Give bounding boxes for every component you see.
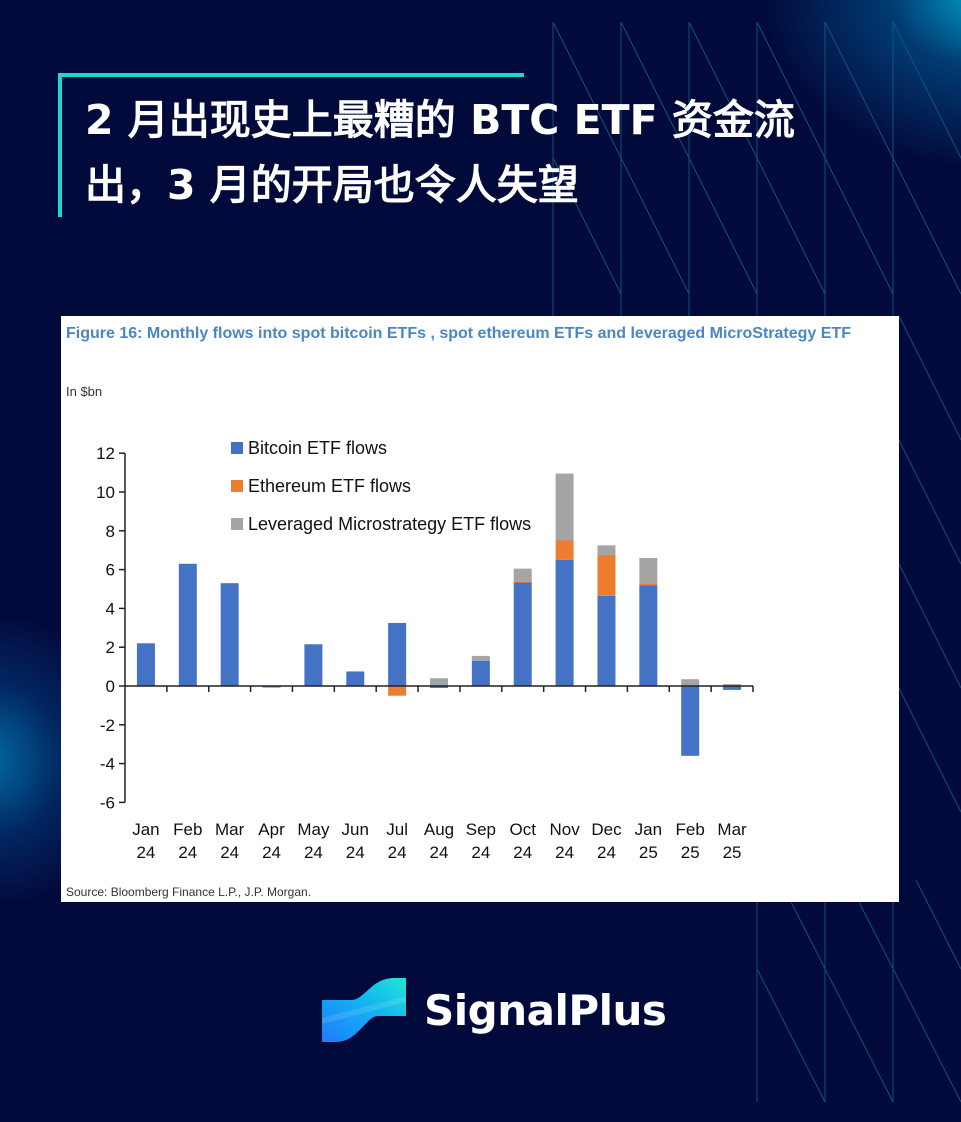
bar-segment bbox=[681, 686, 700, 756]
x-tick-label-month: Dec bbox=[591, 820, 622, 839]
x-tick-label-month: Sep bbox=[466, 820, 496, 839]
y-tick-label: 8 bbox=[106, 522, 115, 541]
x-tick-label-month: Apr bbox=[258, 820, 285, 839]
bar-segment bbox=[639, 583, 658, 586]
y-tick-label: -6 bbox=[100, 793, 115, 812]
bar-segment bbox=[220, 583, 239, 686]
chart-legend: Bitcoin ETF flows Ethereum ETF flows Lev… bbox=[231, 429, 531, 543]
x-tick-label-year: 24 bbox=[262, 843, 281, 862]
legend-label: Leveraged Microstrategy ETF flows bbox=[248, 513, 532, 534]
x-tick-label-month: Jan bbox=[132, 820, 159, 839]
bar-segment bbox=[555, 559, 574, 686]
bar-segment bbox=[430, 678, 448, 686]
bar-segment bbox=[555, 540, 574, 560]
x-tick-label-month: Nov bbox=[549, 820, 580, 839]
x-tick-label-month: Feb bbox=[676, 820, 705, 839]
x-tick-label-year: 24 bbox=[471, 843, 490, 862]
x-tick-label-month: Aug bbox=[424, 820, 454, 839]
bar-segment bbox=[513, 568, 532, 582]
bar-segment bbox=[597, 545, 616, 556]
page-title-line-2: 出，3 月的开局也令人失望 bbox=[85, 161, 579, 209]
legend-item-ethereum: Ethereum ETF flows bbox=[231, 467, 531, 505]
bar-segment bbox=[346, 671, 365, 686]
y-tick-label: 2 bbox=[106, 638, 115, 657]
legend-item-microstrategy: Leveraged Microstrategy ETF flows bbox=[231, 505, 531, 543]
unit-label: In $bn bbox=[66, 384, 103, 399]
legend-swatch-bitcoin bbox=[231, 442, 243, 454]
figure-title: Figure 16: Monthly flows into spot bitco… bbox=[66, 325, 851, 342]
x-tick-label-month: May bbox=[297, 820, 330, 839]
x-tick-label-year: 24 bbox=[513, 843, 532, 862]
x-tick-label-year: 24 bbox=[178, 843, 197, 862]
legend-swatch-ethereum bbox=[231, 480, 243, 492]
bar-segment bbox=[723, 686, 742, 690]
y-tick-label: 4 bbox=[106, 599, 115, 618]
bar-segment bbox=[681, 679, 700, 686]
bar-segment bbox=[388, 686, 407, 696]
x-tick-label-month: Oct bbox=[510, 820, 537, 839]
bar-segment bbox=[597, 555, 616, 596]
bar-segment bbox=[178, 563, 197, 686]
x-tick-label-year: 25 bbox=[681, 843, 700, 862]
bar-segment bbox=[136, 643, 155, 686]
legend-label: Bitcoin ETF flows bbox=[248, 437, 388, 458]
y-tick-label: -4 bbox=[100, 755, 115, 774]
bar-segment bbox=[597, 595, 616, 686]
x-tick-label-month: Mar bbox=[717, 820, 747, 839]
x-tick-label-month: Feb bbox=[173, 820, 202, 839]
x-tick-label-month: Jul bbox=[386, 820, 408, 839]
bar-segment bbox=[555, 473, 574, 541]
bar-segment bbox=[639, 585, 658, 686]
bar-segment bbox=[430, 686, 448, 688]
bar-segment bbox=[304, 644, 323, 686]
bar-segment bbox=[513, 581, 532, 583]
x-tick-label-year: 25 bbox=[723, 843, 742, 862]
bar-chart: 12 10 8 6 4 2 0 -2 -4 -6 Jan 24 Feb 24 Mar 24 Apr 24 May 24… bbox=[96, 444, 754, 862]
bar-segment bbox=[723, 684, 742, 686]
x-tick-label-month: Mar bbox=[215, 820, 245, 839]
title-accent-bracket bbox=[58, 73, 524, 217]
bar-segment bbox=[388, 622, 407, 686]
page-title-line-1: 2 月出现史上最糟的 BTC ETF 资金流 bbox=[85, 96, 795, 144]
y-tick-label: -2 bbox=[100, 716, 115, 735]
bar-segment bbox=[639, 557, 658, 584]
x-tick-label-year: 24 bbox=[346, 843, 365, 862]
page-title: 2 月出现史上最糟的 BTC ETF 资金流 出，3 月的开局也令人失望 bbox=[85, 88, 885, 218]
x-tick-label-year: 24 bbox=[555, 843, 574, 862]
x-tick-label-year: 25 bbox=[639, 843, 658, 862]
x-tick-label-month: Jan bbox=[635, 820, 662, 839]
x-tick-label-year: 24 bbox=[220, 843, 239, 862]
legend-swatch-microstrategy bbox=[231, 518, 243, 530]
x-tick-label-year: 24 bbox=[597, 843, 616, 862]
brand-logo: SignalPlus bbox=[322, 978, 667, 1042]
y-tick-label: 6 bbox=[106, 561, 115, 580]
x-tick-label-year: 24 bbox=[136, 843, 155, 862]
signalplus-wave-logo-icon bbox=[322, 978, 406, 1042]
legend-label: Ethereum ETF flows bbox=[248, 475, 412, 496]
y-tick-label: 0 bbox=[106, 677, 115, 696]
x-tick-label-month: Jun bbox=[342, 820, 369, 839]
y-tick-label: 12 bbox=[96, 444, 115, 463]
brand-name: SignalPlus bbox=[424, 985, 667, 1035]
source-note: Source: Bloomberg Finance L.P., J.P. Mor… bbox=[66, 885, 312, 899]
y-tick-label: 10 bbox=[96, 483, 115, 502]
x-tick-label-year: 24 bbox=[388, 843, 407, 862]
x-tick-label-year: 24 bbox=[304, 843, 323, 862]
background-glow-top-right bbox=[760, 0, 961, 170]
chart-card: Figure 16: Monthly flows into spot bitco… bbox=[61, 316, 899, 902]
bar-segment bbox=[513, 582, 532, 686]
x-tick-label-year: 24 bbox=[430, 843, 449, 862]
legend-item-bitcoin: Bitcoin ETF flows bbox=[231, 429, 531, 467]
bar-segment bbox=[471, 660, 490, 686]
bar-segment bbox=[471, 655, 490, 661]
